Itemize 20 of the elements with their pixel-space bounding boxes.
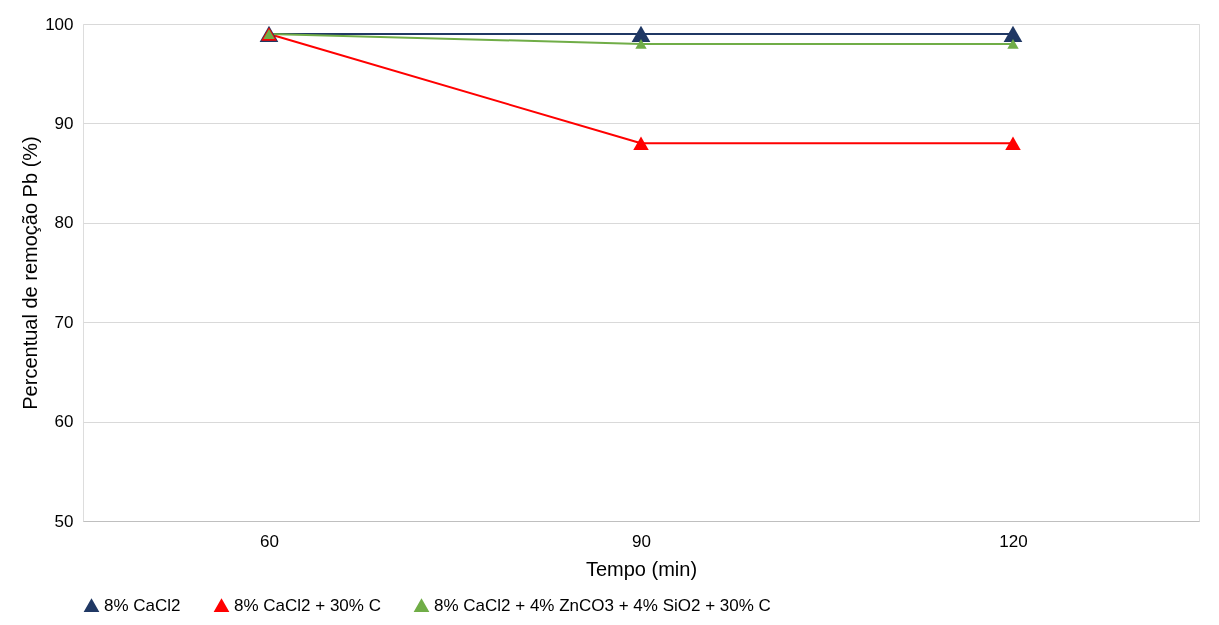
y-axis-title: Percentual de remoção Pb (%) [19,136,42,410]
y-tick-label: 50 [54,511,74,531]
y-tick-label: 70 [54,312,74,332]
x-tick-label: 90 [632,531,651,551]
y-tick-label: 80 [54,213,74,233]
point [631,25,651,43]
legend-label: 8% CaCl2 [104,595,181,615]
x-tick-label: 60 [260,531,279,551]
point [1005,136,1021,150]
y-tick-label: 100 [45,14,74,34]
x-axis-title: Tempo (min) [585,557,698,580]
point [635,38,647,49]
point [1007,38,1019,49]
point [1003,25,1023,43]
point [633,136,649,150]
y-tick-label: 90 [54,113,74,133]
legend-label: 8% CaCl2 + 4% ZnCO3 + 4% SiO2 + 30% C [434,595,771,615]
x-tick-label: 120 [999,531,1028,551]
legend-label: 8% CaCl2 + 30% C [234,595,381,615]
y-tick-label: 60 [54,412,74,432]
